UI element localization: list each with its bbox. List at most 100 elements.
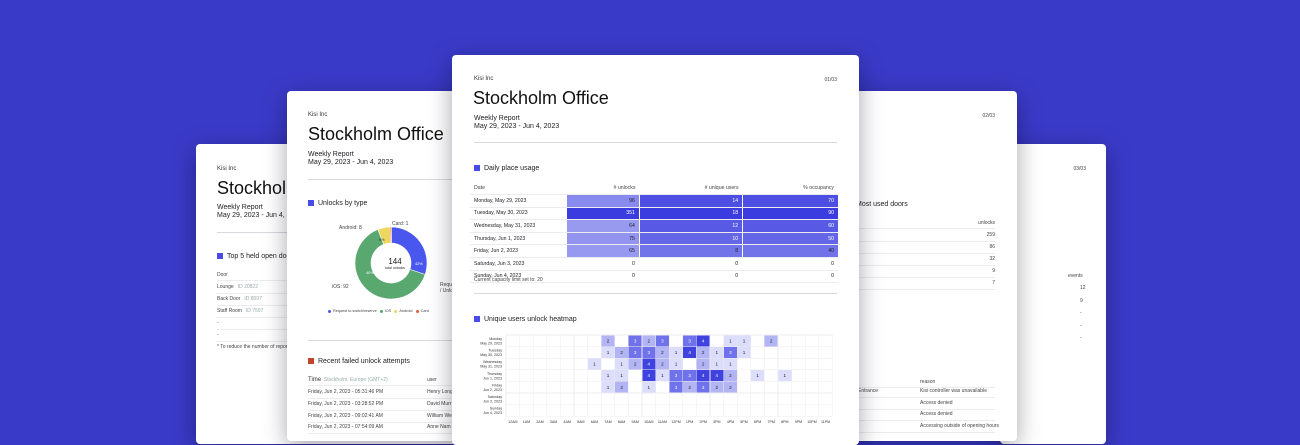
heatmap-cell-empty [519,334,534,347]
list-item: Lounge ID 20822 [217,284,258,290]
cell-value: 90 [742,207,838,221]
failed-time: Friday, Jun 2, 2023 - 07:54:09 AM [308,424,383,431]
heatmap-cell-label: 3 [661,338,664,343]
heatmap-cell-empty [560,392,575,405]
heatmap-cell-label: 4 [702,373,705,378]
heatmap-cell-empty [696,404,711,417]
heatmap-cell-empty [791,334,806,347]
heatmap-cell-empty [723,392,738,405]
donut-slice-ios [354,229,426,300]
heatmap-cell [764,335,778,347]
heatmap-cell-empty [750,404,765,417]
table-row: Wednesday, May 31, 2023 64 12 60 [470,219,838,233]
heatmap-cell [696,335,710,347]
heatmap-cell-empty [587,392,602,405]
heatmap-cell-label: 3 [634,350,637,355]
event-count: - [1080,322,1082,329]
heatmap-cell [655,358,669,370]
heatmap-day-label: Tuesday [488,349,502,353]
heatmap-hour-label: 2PM [700,420,707,424]
heatmap-cell-label: 1 [716,362,719,367]
heatmap-cell-empty [764,369,779,382]
heatmap-cell-empty [532,369,548,382]
heatmap-hour-label: 7PM [768,420,775,424]
heatmap-cell-empty [519,346,534,359]
heatmap-cell-empty [505,346,520,359]
reason-text: Access denied [920,411,953,417]
usage-section-title: Daily place usage [474,165,539,172]
cell-value: 14 [638,194,743,208]
heatmap-cell-empty [532,404,548,417]
heatmap-cell-empty [519,404,534,417]
heatmap-cell-empty [573,392,588,405]
failed-section-title: Recent failed unlock attempts [308,358,410,365]
heatmap-hour-label: 10PM [807,420,816,424]
col-unlocks: # unlocks [566,182,640,195]
capacity-note: Current capacity limit set to: 20 [474,277,543,283]
heatmap-cell-empty [587,346,602,359]
failed-user: William Wel [427,412,454,419]
report-label: Weekly Report [308,151,354,158]
cell-date: Saturday, Jun 3, 2023 [470,257,566,271]
cell-date: Friday, Jun 2, 2023 [470,244,566,258]
heatmap-cell-empty [628,381,643,394]
cell-date: Tuesday, May 30, 2023 [470,207,566,221]
table-row: Tuesday, May 30, 2023 351 18 90 [470,207,838,221]
heatmap-cell-label: 2 [702,362,705,367]
heatmap-cell-label: 3 [688,338,691,343]
page-title: Stockholm Office [473,88,609,108]
heatmap-cell-label: 1 [607,350,610,355]
heatmap-cell [655,370,669,382]
page-number: 01/03 [824,77,837,83]
cell-date: Sunday, Jun 4, 2023 [470,270,566,284]
heatmap-cell-empty [532,381,548,394]
heatmap-cell-empty [587,369,602,382]
heatmap-cell-empty [709,404,724,417]
label-request: Request [440,282,459,288]
heatmap-cell-empty [736,392,752,405]
heatmap-cell-label: 3 [634,338,637,343]
heatmap-hour-label: 7AM [604,420,611,424]
heatmap-cell-empty [750,392,765,405]
heatmap-hour-label: 9AM [632,420,639,424]
report-page-2-left: Kisi Inc Stockholm Office Weekly Report … [287,91,464,441]
heatmap-day-label: Wednesday [483,360,502,364]
heatmap-cell-empty [560,381,575,394]
heatmap-cell [723,370,737,382]
date-range: May 29, 2023 - Jun 4, 2023 [474,123,560,130]
heatmap-cell [696,381,710,393]
heatmap-cell-empty [587,381,602,394]
heatmap-cell-empty [736,381,752,394]
failed-time: Friday, Jun 2, 2023 - 09:02:41 AM [308,412,383,419]
heatmap-cell-label: 4 [648,373,651,378]
divider [474,142,837,143]
heatmap-cell-empty [777,357,792,371]
unlock-count: 32 [989,256,995,262]
cell-value: 0 [638,257,743,271]
heatmap-cell-empty [736,404,752,417]
col-events: events [1068,273,1083,279]
heatmap-cell-empty [641,404,656,417]
heatmap-cell-empty [532,392,548,405]
heatmap-cell-empty [818,404,833,417]
heatmap-date-label: Jun 1, 2023 [483,376,502,380]
heatmap-cell-empty [614,334,629,347]
heatmap-section-title: Unique users unlock heatmap [474,316,577,323]
heatmap-cell [696,370,710,382]
heatmap-cell-empty [791,346,806,359]
heatmap-hour-label: 8AM [618,420,625,424]
heatmap-cell-empty [709,334,724,347]
unlock-count: 9 [992,268,995,274]
section-marker-icon [217,253,223,259]
heatmap-cell-empty [641,392,656,405]
cell-value: 0 [638,270,743,284]
heatmap-cell-label: 1 [756,373,759,378]
daily-usage-table: Date # unlocks # unique users % occupanc… [470,182,838,284]
heatmap-cell-empty [505,357,520,371]
heatmap-cell-empty [505,381,520,394]
heatmap-cell [737,335,751,347]
heatmap-cell [723,358,737,370]
heatmap-cell-empty [655,392,670,405]
heatmap-cell-empty [546,357,561,371]
heatmap-cell-empty [600,392,616,405]
